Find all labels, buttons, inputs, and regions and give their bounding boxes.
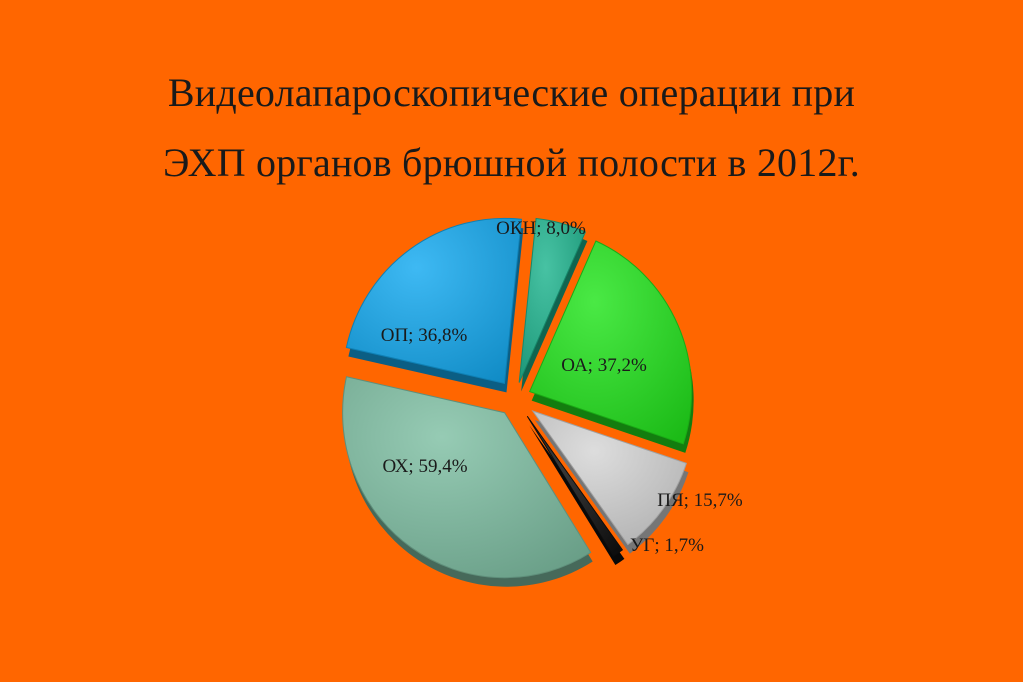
- pie-label-уг: УГ; 1,7%: [630, 535, 704, 556]
- pie-slice-оа: [528, 240, 693, 445]
- chart-title-line-2: ЭХП органов брюшной полости в 2012г.: [163, 140, 860, 185]
- chart-title-line-1: Видеолапароскопические операции при: [167, 70, 856, 115]
- pie-slice-уг: [526, 415, 624, 557]
- pie-label-оа: ОА; 37,2%: [561, 355, 647, 376]
- pie-slice-пя: [531, 410, 688, 546]
- pie-slice-ох: [342, 376, 592, 579]
- pie-labels: ОКН; 8,0% ОА; 37,2% ПЯ; 15,7% УГ; 1,7% ОХ; 5…: [381, 218, 743, 556]
- pie-slices: [342, 217, 693, 579]
- pie-slice-оп: [345, 217, 522, 384]
- pie-label-окн: ОКН; 8,0%: [496, 218, 586, 239]
- pie-slice-окн: [518, 217, 587, 383]
- chart-title: Видеолапароскопические операции при ЭХП …: [0, 58, 1023, 198]
- pie-label-пя: ПЯ; 15,7%: [657, 490, 743, 511]
- pie-label-ох: ОХ; 59,4%: [382, 456, 467, 477]
- pie-label-оп: ОП; 36,8%: [381, 325, 468, 346]
